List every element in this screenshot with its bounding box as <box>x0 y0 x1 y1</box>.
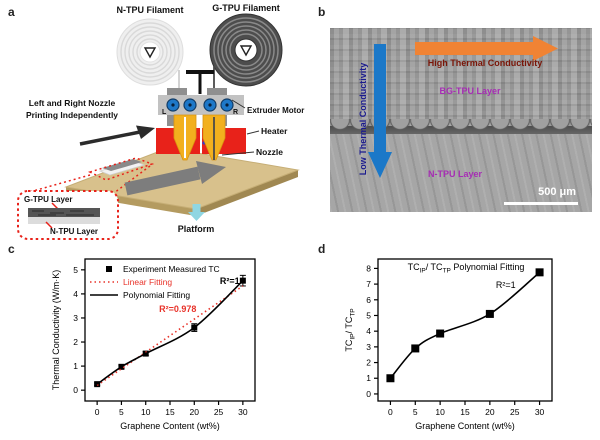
svg-text:TCIP/ TCTP Polynomial Fitting: TCIP/ TCTP Polynomial Fitting <box>408 262 525 275</box>
n-tpu-layer-region <box>330 134 592 212</box>
tc-ratio-chart: 0 5 10 15 20 25 30 0 1 2 3 4 5 6 7 8 Graphene Content (w… <box>322 254 590 438</box>
n-tpu-layer-bar <box>28 217 100 224</box>
panel-c-label: c <box>8 242 15 256</box>
n-layer-pointer-arrow <box>45 221 53 229</box>
svg-text:3: 3 <box>366 342 371 352</box>
svg-text:0: 0 <box>366 389 371 399</box>
thermal-conductivity-chart: 0 5 10 15 20 25 30 0 1 2 3 4 5 Graphene Content (wt%)… <box>12 254 308 438</box>
low-conductivity-arrow-head <box>368 152 392 178</box>
g-tpu-layer-label: G-TPU Layer <box>24 195 72 204</box>
svg-text:3: 3 <box>73 313 78 323</box>
svg-text:0: 0 <box>95 407 100 417</box>
svg-text:15: 15 <box>460 407 470 417</box>
nozzle-label: Nozzle <box>256 147 283 157</box>
svg-text:5: 5 <box>366 310 371 320</box>
high-conductivity-arrow-shaft <box>415 42 533 55</box>
svg-text:Graphene Content (wt%): Graphene Content (wt%) <box>415 421 515 431</box>
right-nozzle-letter: R <box>233 109 238 116</box>
svg-text:30: 30 <box>535 407 545 417</box>
extruder-motor-label: Extruder Motor <box>247 106 304 115</box>
svg-text:25: 25 <box>214 407 224 417</box>
svg-text:20: 20 <box>485 407 495 417</box>
platform-label: Platform <box>178 224 215 234</box>
n-tpu-spool <box>116 18 184 86</box>
nozzle-note-line2: Printing Independently <box>26 110 118 120</box>
svg-text:2: 2 <box>366 358 371 368</box>
g-layer-texture <box>32 210 94 216</box>
svg-text:7: 7 <box>366 279 371 289</box>
platform-arrow-shaft <box>192 204 201 212</box>
n-tpu-filament-label: N-TPU Filament <box>116 5 183 15</box>
svg-text:4: 4 <box>73 289 78 299</box>
heater-leader-line <box>246 130 260 135</box>
svg-text:6: 6 <box>366 295 371 305</box>
svg-text:5: 5 <box>119 407 124 417</box>
bg-tpu-layer-label: BG-TPU Layer <box>439 86 501 96</box>
svg-text:Thermal Conductivity (W/m·K): Thermal Conductivity (W/m·K) <box>51 270 61 391</box>
svg-text:8: 8 <box>366 263 371 273</box>
svg-text:R²=1: R²=1 <box>220 276 240 286</box>
scale-bar <box>504 202 578 205</box>
svg-text:10: 10 <box>141 407 151 417</box>
n-tpu-layer-label: N-TPU Layer <box>427 169 482 179</box>
panel-b-label: b <box>318 5 326 19</box>
svg-text:Linear Fitting: Linear Fitting <box>123 277 172 287</box>
svg-text:2: 2 <box>73 337 78 347</box>
svg-text:R²=0.978: R²=0.978 <box>159 304 196 314</box>
n-tpu-layer-label: N-TPU Layer <box>50 227 98 236</box>
print-direction-arrow-head <box>196 161 226 184</box>
layer-interface-scallops <box>330 119 592 133</box>
inset-connector-left <box>25 174 91 194</box>
svg-text:1: 1 <box>366 373 371 383</box>
svg-text:25: 25 <box>510 407 520 417</box>
svg-text:R²=1: R²=1 <box>496 280 516 290</box>
left-nozzle-letter: L <box>162 109 167 116</box>
panel-d-label: d <box>318 242 326 256</box>
svg-text:30: 30 <box>238 407 248 417</box>
svg-text:0: 0 <box>388 407 393 417</box>
svg-text:1: 1 <box>73 361 78 371</box>
low-thermal-conductivity-label: Low Thermal Conductivity <box>358 62 368 176</box>
printer-schematic: N-TPU Filament G-TPU Filament L R <box>17 3 304 240</box>
conductivity-arrows <box>368 36 558 178</box>
layer-inset: G-TPU Layer N-TPU Layer <box>17 190 119 240</box>
svg-text:5: 5 <box>73 265 78 275</box>
heater-label: Heater <box>261 126 288 136</box>
spool-hub-triangle-icon <box>143 47 157 59</box>
svg-text:TCIP/ TCTP: TCIP/ TCTP <box>344 308 357 351</box>
svg-text:Polynomial Fitting: Polynomial Fitting <box>123 290 190 300</box>
extruder-leader-line <box>231 99 246 109</box>
note-arrow-head <box>136 125 155 139</box>
svg-text:4: 4 <box>366 326 371 336</box>
nozzle-leader-line <box>221 151 255 156</box>
g-tpu-filament-label: G-TPU Filament <box>212 3 280 13</box>
low-conductivity-arrow-shaft <box>374 44 386 152</box>
note-arrow-shaft <box>79 130 141 146</box>
platform-arrow-head <box>188 212 205 221</box>
sample-highlight-outline <box>87 157 155 181</box>
svg-text:20: 20 <box>190 407 200 417</box>
spool-hub-triangle-icon <box>239 45 253 57</box>
extruder-bar <box>158 95 244 115</box>
printed-sample-top <box>102 159 142 171</box>
scale-bar-label: 500 μm <box>538 186 576 198</box>
svg-text:Graphene Content (wt%): Graphene Content (wt%) <box>120 421 220 431</box>
extruder-gears <box>166 98 234 112</box>
sem-cross-section-image: High Thermal Conductivity Low Thermal Co… <box>330 28 592 212</box>
platform-side-face <box>196 170 298 216</box>
g-tpu-spool <box>209 13 283 87</box>
svg-text:5: 5 <box>413 407 418 417</box>
panel-a-label: a <box>8 5 15 19</box>
high-thermal-conductivity-label: High Thermal Conductivity <box>427 58 543 68</box>
svg-text:Experiment Measured TC: Experiment Measured TC <box>123 264 220 274</box>
svg-text:0: 0 <box>73 385 78 395</box>
print-direction-arrow-shaft <box>124 166 201 196</box>
nozzle-note-line1: Left and Right Nozzle <box>29 98 116 108</box>
svg-text:10: 10 <box>435 407 445 417</box>
high-conductivity-arrow-head <box>533 36 558 61</box>
svg-text:15: 15 <box>165 407 175 417</box>
